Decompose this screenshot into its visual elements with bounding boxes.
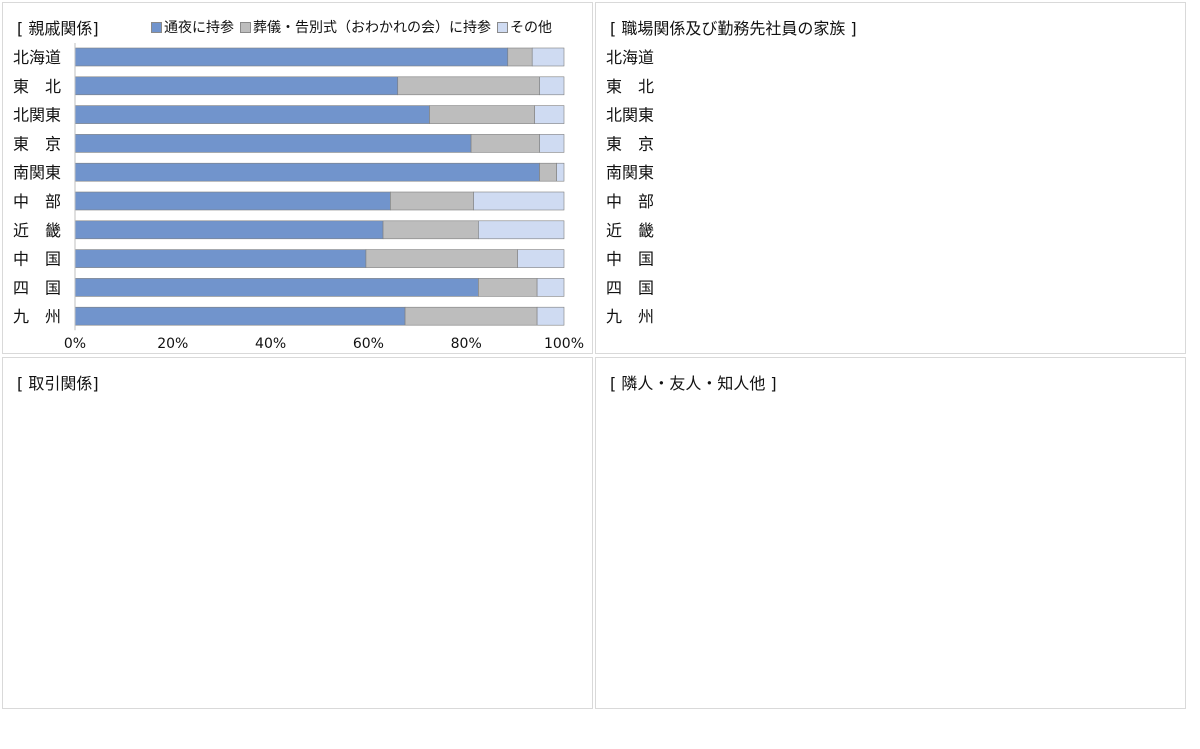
category-label: 東 京: [606, 134, 654, 153]
bar-segment: [74, 191, 391, 211]
bar-segment: [74, 306, 406, 326]
bar-segment: [478, 278, 538, 297]
category-label: 九 州: [606, 307, 654, 326]
bar-segment: [404, 306, 538, 326]
bar-segment: [539, 162, 557, 182]
bar-segment: [507, 47, 533, 67]
category-label: 東 北: [606, 77, 654, 96]
legend-swatch: [151, 21, 162, 33]
x-tick-label: 0%: [64, 336, 86, 352]
legend-label: 葬儀・告別式（おわかれの会）に持参: [253, 20, 491, 36]
category-label: 近 畿: [13, 221, 61, 240]
x-tick-label: 80%: [451, 336, 482, 352]
legend-item: その他: [497, 17, 552, 37]
bar-segment: [429, 105, 535, 124]
legend: 通夜に持参 葬儀・告別式（おわかれの会）に持参 その他: [151, 17, 558, 37]
legend-swatch: [497, 21, 508, 33]
bar-segment: [539, 134, 565, 153]
legend-label: 通夜に持参: [164, 20, 234, 36]
legend-item: 葬儀・告別式（おわかれの会）に持参: [240, 17, 491, 37]
category-label: 南関東: [13, 163, 61, 182]
category-label: 近 畿: [606, 221, 654, 240]
category-label: 中 国: [13, 250, 61, 269]
chart-title: [ 取引関係]: [17, 374, 99, 393]
category-label: 東 北: [13, 77, 61, 96]
bar-segment: [539, 76, 565, 96]
chart-title: [ 親戚関係]: [17, 19, 99, 38]
bar-segment: [390, 191, 474, 211]
category-label: 中 国: [606, 250, 654, 269]
bar-segment: [74, 162, 540, 182]
legend-swatch: [240, 21, 251, 33]
category-label: 北海道: [13, 48, 61, 67]
legend-label: その他: [510, 20, 552, 36]
category-label: 北関東: [606, 106, 654, 125]
bar-segment: [478, 220, 565, 240]
category-label: 北海道: [606, 48, 654, 67]
bar-segment: [74, 278, 479, 297]
category-label: 中 部: [606, 192, 654, 211]
bar-segment: [382, 220, 479, 240]
bar-segment: [470, 134, 540, 153]
bar-segment: [473, 191, 565, 211]
bar-segment: [397, 76, 540, 96]
x-tick-label: 60%: [353, 336, 384, 352]
category-label: 四 国: [606, 278, 654, 297]
bar-segment: [74, 105, 430, 124]
bar-segment: [74, 134, 472, 153]
bar-segment: [74, 220, 384, 240]
bar-segment: [517, 249, 565, 268]
legend-item: 通夜に持参: [151, 17, 234, 37]
chart-panel-relatives: 北海道東 北北関東東 京南関東中 部近 畿中 国四 国九 州 0% 20% 40% 60…: [2, 2, 593, 354]
chart-title: [ 隣人・友人・知人他 ]: [610, 374, 777, 393]
bar-segment: [365, 249, 518, 268]
bar-segment: [556, 162, 565, 182]
bar-segment: [74, 47, 509, 67]
bar-segment: [534, 105, 565, 124]
category-label: 北関東: [13, 106, 61, 125]
bar-segment: [531, 47, 565, 67]
x-tick-label: 100%: [544, 336, 584, 352]
bar-segment: [536, 278, 565, 297]
x-tick-label: 20%: [157, 336, 188, 352]
category-label: 九 州: [13, 307, 61, 326]
chart-title: [ 職場関係及び勤務先社員の家族 ]: [610, 19, 857, 38]
category-label: 四 国: [13, 278, 61, 297]
bar-segment: [536, 306, 565, 326]
category-label: 中 部: [13, 192, 61, 211]
bar-segment: [74, 249, 367, 268]
category-label: 南関東: [606, 163, 654, 182]
category-label: 東 京: [13, 134, 61, 153]
x-tick-label: 40%: [255, 336, 286, 352]
bar-segment: [74, 76, 399, 96]
